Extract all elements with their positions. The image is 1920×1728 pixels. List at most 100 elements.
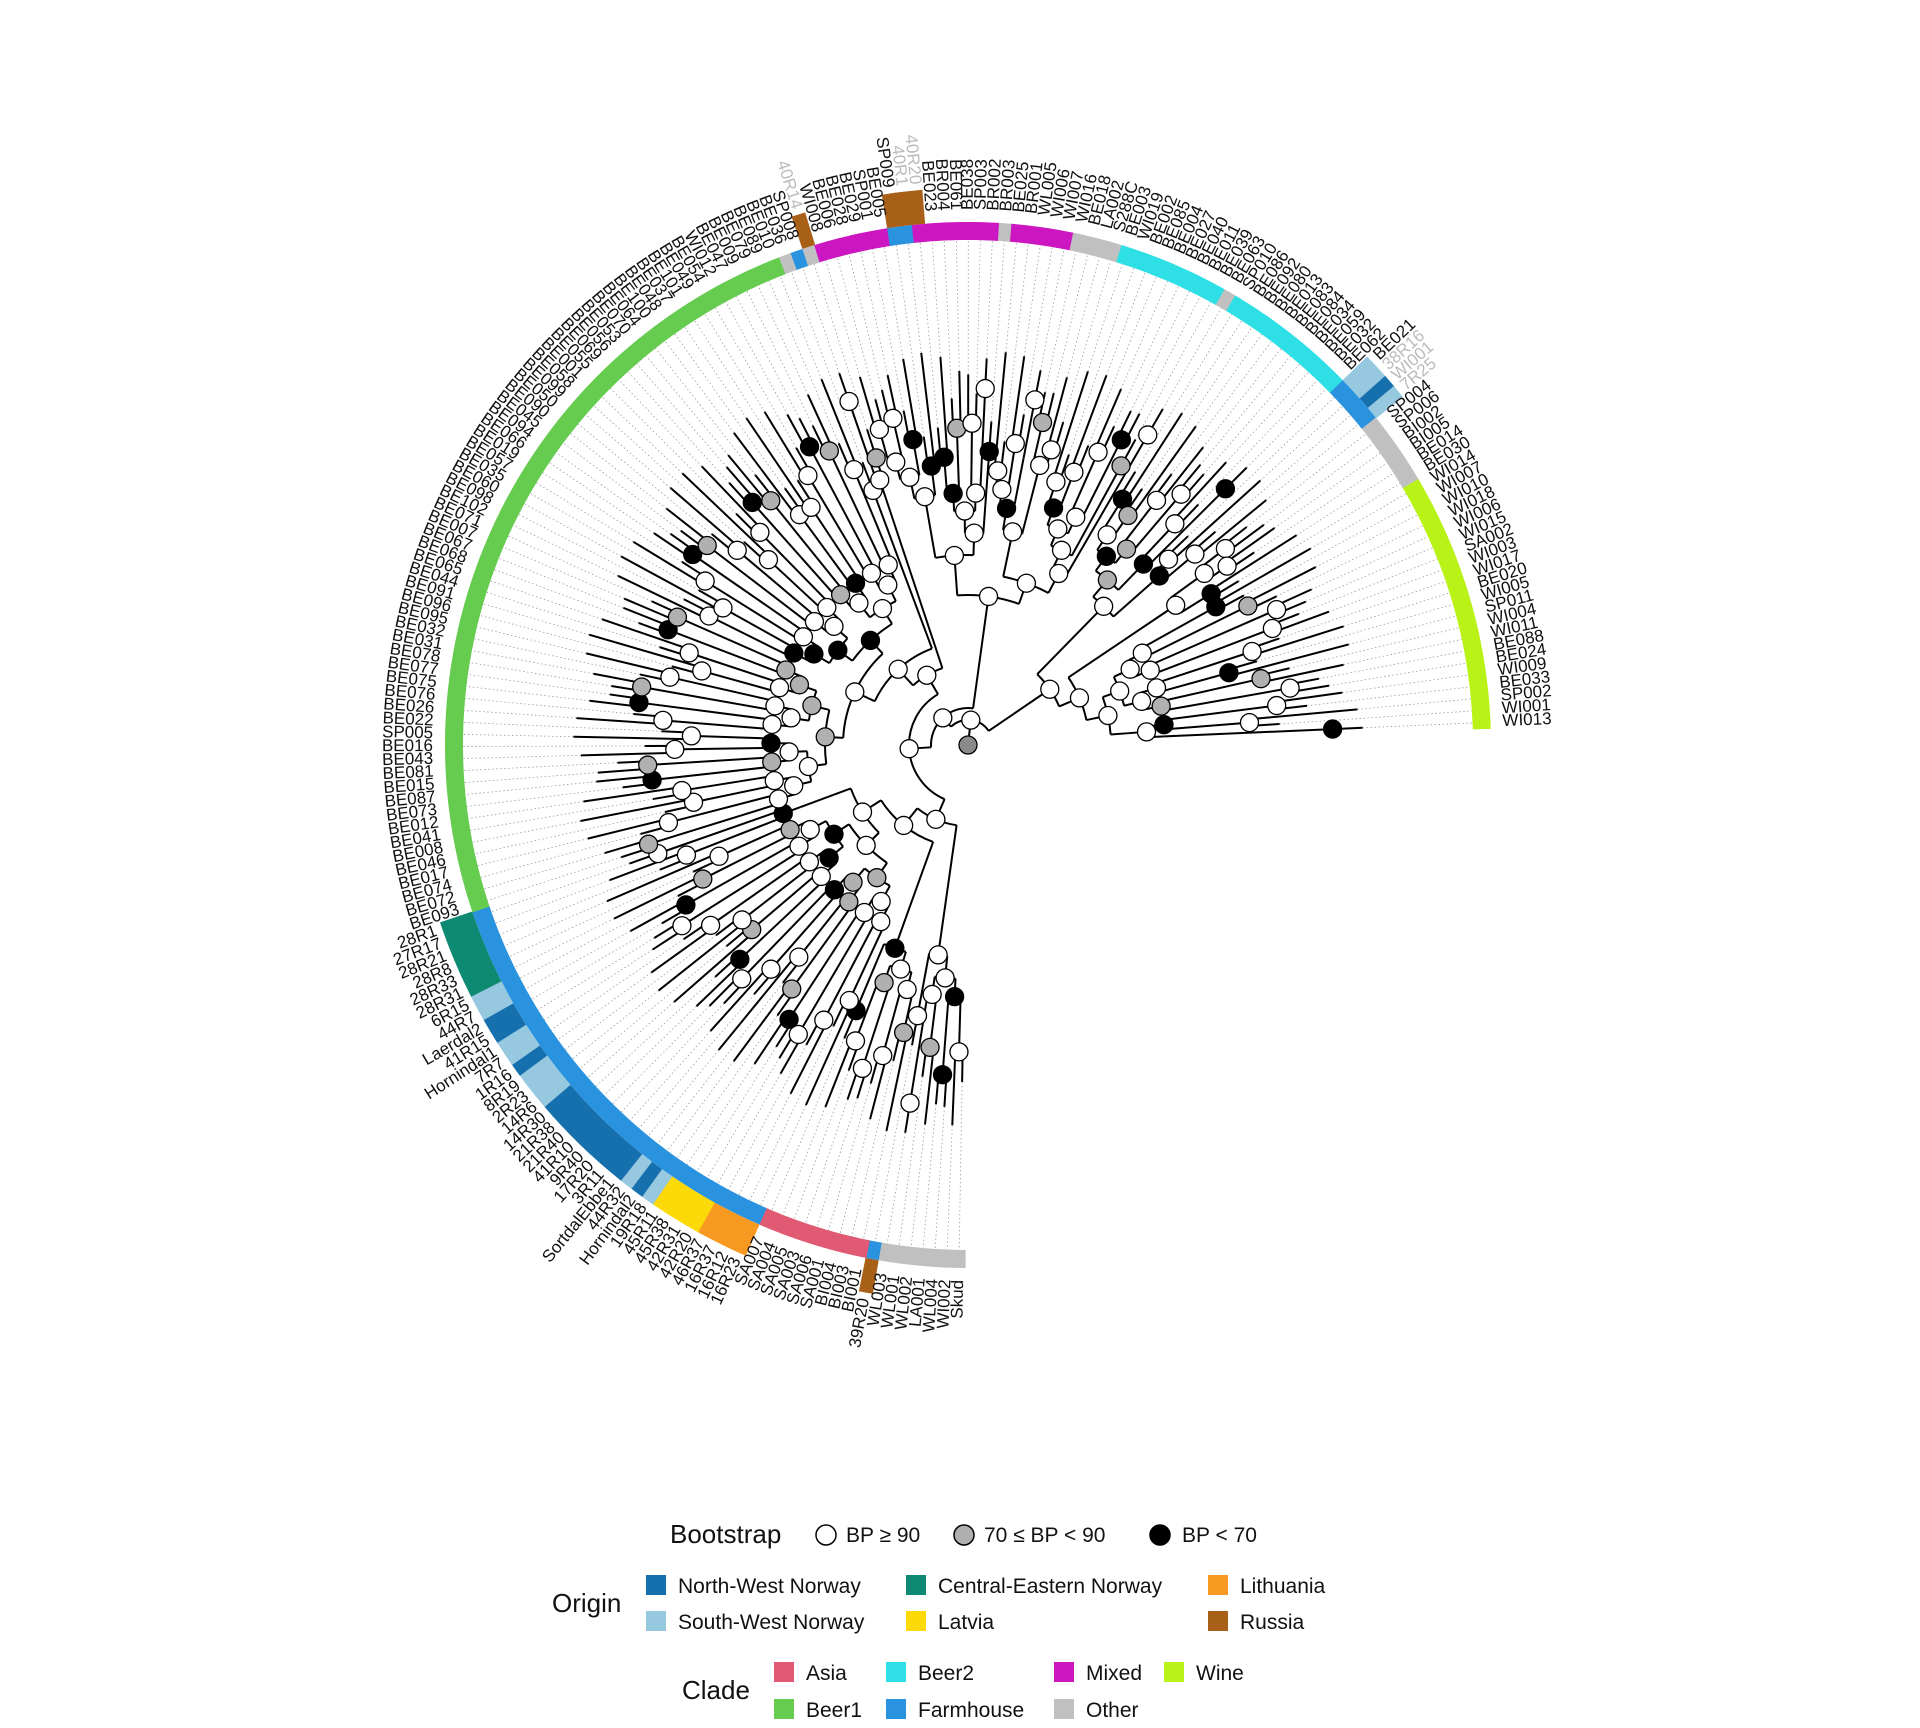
tree-branch bbox=[923, 496, 937, 558]
tree-branch bbox=[858, 376, 877, 431]
tree-branch bbox=[629, 900, 685, 933]
bootstrap-node bbox=[1116, 539, 1137, 559]
tree-branch bbox=[770, 892, 839, 970]
clade-ring-segment bbox=[446, 690, 466, 705]
clade-ring-segment bbox=[1376, 437, 1399, 459]
clade-ring-segment bbox=[1383, 447, 1406, 469]
tip-label: WL004 bbox=[919, 1278, 941, 1333]
bootstrap-node bbox=[750, 522, 770, 543]
tree-branch bbox=[1276, 691, 1343, 703]
tip-guide-line bbox=[531, 923, 663, 1000]
tip-guide-line bbox=[1306, 686, 1470, 707]
bootstrap-node bbox=[815, 727, 835, 747]
origin-ring-segment bbox=[652, 1175, 683, 1212]
bootstrap-node bbox=[845, 1031, 866, 1051]
clade-ring-segment bbox=[610, 353, 633, 377]
tip-label: SP003 bbox=[971, 159, 991, 210]
clade-swatch-asia bbox=[774, 1662, 794, 1682]
tree-branch bbox=[852, 469, 894, 564]
bootstrap-node bbox=[1266, 599, 1287, 620]
tree-branch bbox=[677, 616, 789, 667]
tip-guide-line bbox=[1062, 260, 1112, 423]
tip-guide-line bbox=[498, 557, 624, 609]
origin-ring-segment bbox=[464, 969, 502, 997]
bootstrap-node bbox=[779, 1009, 799, 1029]
origin-ring-segment bbox=[449, 934, 486, 961]
tree-branch bbox=[1208, 534, 1298, 592]
bootstrap-node bbox=[1138, 425, 1158, 445]
bootstrap-node bbox=[1066, 507, 1086, 527]
clade-ring-segment bbox=[1369, 427, 1392, 449]
tip-guide-line bbox=[1215, 414, 1351, 533]
tip-guide-line bbox=[1023, 245, 1041, 357]
tree-branch bbox=[657, 921, 745, 992]
clade-ring-segment bbox=[1275, 330, 1298, 353]
clade-ring-segment bbox=[711, 282, 732, 306]
tree-branch bbox=[587, 818, 668, 840]
clade-ring-segment bbox=[877, 1242, 894, 1263]
tip-guide-line bbox=[486, 591, 660, 648]
tree-branch bbox=[767, 558, 825, 612]
tip-guide-line bbox=[910, 1124, 926, 1247]
clade-ring-segment bbox=[1226, 295, 1247, 318]
tree-branch bbox=[745, 417, 810, 510]
bootstrap-node bbox=[629, 692, 649, 713]
tip-guide-line bbox=[694, 320, 798, 481]
clade-ring-segment bbox=[838, 235, 856, 256]
bootstrap-node bbox=[900, 1093, 920, 1113]
clade-ring-segment bbox=[601, 362, 624, 385]
clade-ring-segment bbox=[449, 665, 469, 681]
clade-ring-segment bbox=[1321, 371, 1344, 394]
origin-ring-segment bbox=[881, 192, 901, 229]
clade-ring-segment bbox=[620, 345, 642, 368]
bootstrap-node bbox=[979, 441, 999, 462]
bootstrap-node bbox=[932, 1065, 953, 1085]
clade-ring-segment bbox=[501, 972, 524, 993]
tip-guide-line bbox=[466, 786, 623, 807]
bootstrap-node bbox=[907, 1006, 928, 1026]
tip-label: 40R1 bbox=[888, 144, 912, 187]
tip-guide-line bbox=[727, 1044, 807, 1190]
clade-ring-segment bbox=[445, 776, 465, 791]
tip-guide-line bbox=[595, 976, 716, 1087]
origin-ring-segment bbox=[732, 1219, 760, 1256]
bootstrap-node bbox=[878, 555, 898, 575]
clade-ring-segment bbox=[689, 295, 711, 318]
tip-guide-line bbox=[1238, 483, 1401, 582]
tip-guide-line bbox=[1181, 320, 1243, 414]
bootstrap-node bbox=[781, 708, 801, 728]
clade-ring-segment bbox=[1467, 665, 1487, 682]
bootstrap-node bbox=[852, 1058, 873, 1079]
bootstrap-node bbox=[693, 869, 713, 889]
tip-guide-line bbox=[931, 241, 941, 358]
clade-ring-segment bbox=[567, 397, 591, 420]
clade-ring-segment bbox=[841, 1234, 859, 1256]
tip-guide-line bbox=[955, 240, 960, 372]
tip-guide-line bbox=[1328, 569, 1442, 613]
clade-ring-segment bbox=[530, 447, 553, 468]
bootstrap-node bbox=[915, 487, 935, 507]
tree-branch bbox=[623, 597, 677, 622]
clade-ring-segment bbox=[722, 277, 743, 300]
bootstrap-node bbox=[762, 752, 782, 772]
bootstrap-node bbox=[679, 643, 699, 663]
bootstrap-node bbox=[1041, 440, 1061, 460]
bootstrap-node bbox=[954, 501, 975, 521]
bootstrap-node bbox=[824, 616, 844, 637]
origin-ring-segment bbox=[674, 1189, 704, 1226]
clade-ring-segment bbox=[1462, 641, 1484, 658]
tree-branch bbox=[669, 676, 777, 703]
bootstrap-node bbox=[874, 972, 894, 993]
tree-branch bbox=[580, 797, 694, 823]
clade-ring-segment bbox=[586, 1090, 609, 1113]
tree-branch bbox=[681, 472, 772, 559]
tree-branch bbox=[1012, 700, 1033, 715]
clade-ring-segment bbox=[447, 677, 468, 693]
tip-guide-line bbox=[474, 811, 666, 855]
tip-guide-line bbox=[1305, 547, 1434, 602]
bootstrap-node bbox=[819, 848, 839, 868]
clade-ring-segment bbox=[639, 330, 661, 353]
tip-guide-line bbox=[805, 1099, 848, 1224]
clade-ring-segment bbox=[552, 417, 575, 439]
bootstrap-node bbox=[861, 563, 882, 583]
